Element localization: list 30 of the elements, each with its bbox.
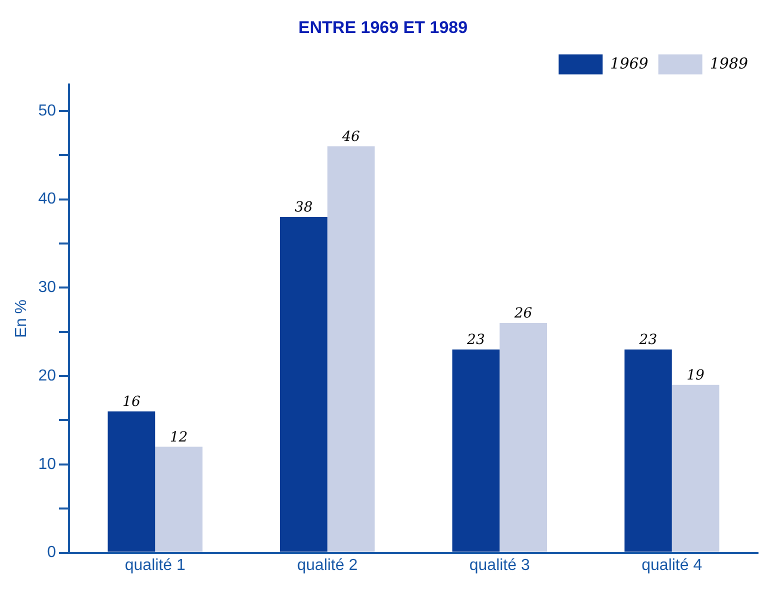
bar <box>672 384 720 552</box>
chart-title: ENTRE 1969 ET 1989 <box>298 18 468 37</box>
bar <box>280 216 328 552</box>
x-tick-label: qualité 4 <box>642 556 702 574</box>
y-tick-label: 40 <box>38 190 56 208</box>
bar <box>108 411 156 552</box>
data-label: 19 <box>686 368 705 384</box>
y-tick-label: 20 <box>38 367 56 384</box>
legend-label: 1989 <box>710 54 748 72</box>
legend-label: 1969 <box>610 54 649 72</box>
data-label: 23 <box>638 332 658 348</box>
bar <box>500 323 547 552</box>
data-label: 16 <box>122 394 140 410</box>
x-tick-label: qualité 2 <box>297 556 358 574</box>
bar <box>624 350 672 552</box>
bar <box>452 350 500 552</box>
data-label: 26 <box>513 306 532 322</box>
data-label: 12 <box>170 429 188 446</box>
y-tick-label: 50 <box>38 102 56 120</box>
y-tick-label: 10 <box>38 456 56 473</box>
y-axis-title: En % <box>13 299 30 338</box>
bar <box>155 446 202 552</box>
y-tick-label: 30 <box>38 279 56 296</box>
y-tick-label: 0 <box>47 544 56 562</box>
data-label: 38 <box>294 200 313 216</box>
data-label: 23 <box>466 332 485 348</box>
x-tick-label: qualité 3 <box>469 556 530 574</box>
bar <box>327 146 375 552</box>
data-label: 46 <box>341 128 360 145</box>
x-tick-label: qualité 1 <box>124 556 186 574</box>
